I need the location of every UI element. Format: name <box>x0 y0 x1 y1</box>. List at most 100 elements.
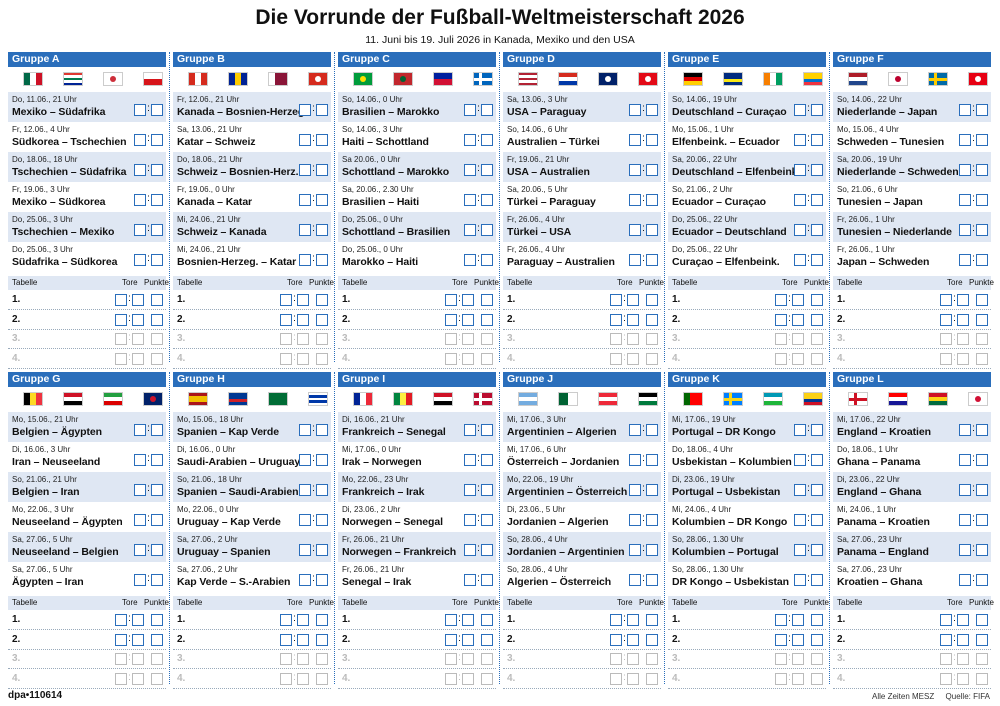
table-points: Punkte <box>474 598 499 607</box>
rank-line <box>173 348 331 349</box>
score-separator: : <box>128 332 131 343</box>
score-separator: : <box>972 453 975 464</box>
flag <box>638 392 658 406</box>
score-separator: : <box>128 351 131 363</box>
score-box <box>646 224 658 236</box>
flag <box>353 72 373 86</box>
match-teams: Tschechien – Mexiko <box>12 226 115 238</box>
score-box <box>280 614 292 626</box>
score-box <box>959 134 971 146</box>
score-separator: : <box>623 671 626 683</box>
separator <box>664 52 665 362</box>
score-box <box>794 544 806 556</box>
score-separator: : <box>642 423 645 434</box>
score-box <box>646 544 658 556</box>
match-date: Do, 18.06., 21 Uhr <box>177 155 243 164</box>
score-separator: : <box>477 193 480 204</box>
flag <box>228 72 248 86</box>
score-box <box>976 134 988 146</box>
flag <box>268 72 288 86</box>
score-box <box>940 313 952 326</box>
match-date: Do, 25.06., 0 Uhr <box>342 215 403 224</box>
score-separator: : <box>312 103 315 114</box>
score-box <box>299 134 311 146</box>
match-date: So, 28.06., 4 Uhr <box>507 565 568 574</box>
score-separator: : <box>642 253 645 264</box>
footer-id: dpa•110614 <box>8 690 63 701</box>
table-title: Tabelle <box>837 598 863 607</box>
score-separator: : <box>293 613 296 624</box>
score-separator: : <box>642 163 645 174</box>
score-separator: : <box>147 103 150 114</box>
rank: 1. <box>507 614 516 625</box>
table-title: Tabelle <box>507 598 533 607</box>
match-date: So, 21.06., 6 Uhr <box>837 185 898 194</box>
score-box <box>811 574 823 586</box>
separator <box>334 52 335 362</box>
flag <box>723 72 743 86</box>
score-box <box>976 514 988 526</box>
table-title: Tabelle <box>672 278 698 287</box>
group-header <box>668 372 826 387</box>
score-box <box>134 424 146 436</box>
table-title: Tabelle <box>672 598 698 607</box>
score-box <box>134 574 146 586</box>
match-teams: Kap Verde – S.-Arabien <box>177 576 291 588</box>
rank-line <box>503 367 661 369</box>
score-box <box>792 614 804 626</box>
score-box <box>957 294 969 306</box>
score-box <box>445 333 457 345</box>
table-goals: Tore <box>287 598 303 607</box>
match-date: Fr, 19.06., 21 Uhr <box>507 155 570 164</box>
rank-line <box>8 309 166 310</box>
score-box <box>151 224 163 236</box>
flag <box>188 72 208 86</box>
score-separator: : <box>293 652 296 663</box>
rank-line <box>668 367 826 369</box>
points-box <box>811 352 823 365</box>
table-goals: Tore <box>782 598 798 607</box>
score-box <box>646 134 658 146</box>
match-date: Fr, 26.06., 4 Uhr <box>507 215 565 224</box>
score-box <box>445 313 457 326</box>
match-teams: Paraguay – Australien <box>507 256 615 268</box>
score-separator: : <box>147 423 150 434</box>
match-teams: Ghana – Panama <box>837 456 921 468</box>
rank-line <box>503 328 661 330</box>
score-separator: : <box>458 632 461 644</box>
score-box <box>462 653 474 665</box>
score-box <box>775 313 787 326</box>
score-separator: : <box>623 312 626 324</box>
match-teams: Brasilien – Haiti <box>342 196 420 208</box>
rank: 1. <box>672 294 681 305</box>
table-goals: Tore <box>782 278 798 287</box>
score-box <box>134 454 146 466</box>
flag <box>848 392 868 406</box>
rank: 2. <box>177 313 186 325</box>
score-box <box>297 333 309 345</box>
score-box <box>610 633 622 646</box>
rank: 3. <box>837 333 846 344</box>
rank: 4. <box>837 352 846 364</box>
score-separator: : <box>458 652 461 663</box>
rank-line <box>173 648 331 650</box>
score-separator: : <box>458 613 461 624</box>
rank: 2. <box>342 313 351 325</box>
match-teams: Katar – Schweiz <box>177 136 256 148</box>
points-box <box>976 633 988 646</box>
score-separator: : <box>807 193 810 204</box>
score-separator: : <box>312 253 315 264</box>
score-box <box>792 672 804 685</box>
rank-line <box>833 309 991 310</box>
table-points: Punkte <box>309 598 334 607</box>
table-header-bg <box>668 276 826 290</box>
rank: 3. <box>342 653 351 664</box>
table-title: Tabelle <box>837 278 863 287</box>
match-date: Fr, 26.06., 21 Uhr <box>342 535 405 544</box>
score-box <box>115 653 127 665</box>
score-separator: : <box>477 253 480 264</box>
match-date: Fr, 19.06., 0 Uhr <box>177 185 235 194</box>
score-separator: : <box>477 483 480 494</box>
score-box <box>811 424 823 436</box>
separator <box>334 372 335 684</box>
